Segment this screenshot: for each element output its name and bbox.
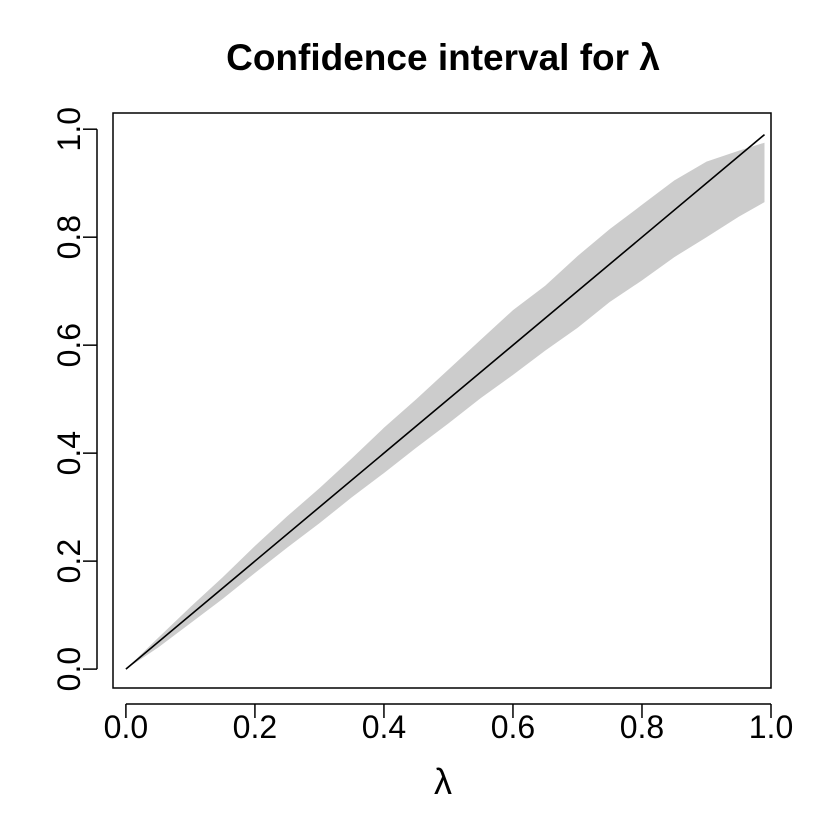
x-tick-label: 0.6: [491, 709, 535, 745]
y-tick-label: 0.0: [51, 647, 87, 691]
x-tick-label: 0.2: [233, 709, 277, 745]
y-tick-label: 0.6: [51, 323, 87, 367]
confidence-band: [125, 142, 765, 670]
plot-frame: [112, 112, 772, 689]
y-tick-label: 1.0: [51, 107, 87, 151]
y-tick-label: 0.2: [51, 539, 87, 583]
x-tick-label: 0.4: [362, 709, 406, 745]
x-tick-label: 1.0: [749, 709, 793, 745]
plot-area: [125, 133, 766, 670]
x-tick-label: 0.8: [620, 709, 664, 745]
identity-line: [125, 133, 766, 670]
y-tick-label: 0.4: [51, 431, 87, 475]
chart-title: Confidence interval for λ: [226, 37, 660, 78]
y-tick-label: 0.8: [51, 215, 87, 259]
x-tick-label: 0.0: [104, 709, 148, 745]
x-axis-label: λ: [434, 761, 452, 802]
y-axis: 0.0 0.2 0.4 0.6 0.8 1.0: [51, 107, 98, 691]
x-axis: 0.0 0.2 0.4 0.6 0.8 1.0: [104, 703, 793, 745]
